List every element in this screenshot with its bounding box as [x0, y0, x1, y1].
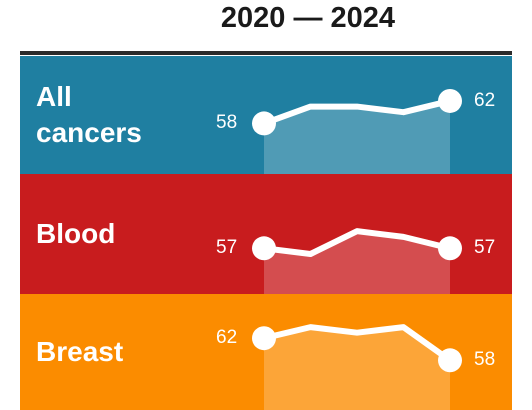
row-label-line: All	[36, 81, 72, 112]
chart-row: Blood 57 57	[20, 174, 512, 294]
chart-title: 2020 — 2024	[220, 2, 396, 34]
end-value-label: 62	[474, 90, 496, 111]
start-point-marker	[252, 236, 276, 261]
start-value-label: 58	[216, 112, 238, 133]
row-label: Blood	[36, 216, 115, 252]
end-point-marker	[438, 348, 462, 373]
row-label-line: Blood	[36, 218, 116, 249]
end-value-label: 58	[474, 349, 496, 370]
start-point-marker	[252, 326, 276, 351]
end-point-marker	[438, 236, 462, 261]
start-value-label: 57	[216, 237, 238, 258]
series-line	[263, 228, 451, 257]
row-plot	[252, 228, 462, 294]
row-plot	[252, 88, 462, 174]
series-area	[264, 327, 450, 410]
row-label: All cancers	[36, 79, 142, 151]
chart-row: Breast 62 58	[20, 294, 512, 410]
series-area	[264, 100, 450, 174]
end-value-label: 57	[474, 237, 496, 258]
row-label-line: Breast	[36, 336, 124, 367]
series-line	[263, 324, 452, 363]
series-line	[262, 98, 451, 127]
row-label-line: cancers	[36, 117, 142, 148]
start-value-label: 62	[216, 327, 238, 348]
chart-row: All cancers 58 62	[20, 56, 512, 174]
series-area	[264, 231, 450, 294]
end-point-marker	[438, 88, 462, 113]
row-plot	[252, 324, 462, 410]
header-divider	[20, 51, 512, 55]
start-point-marker	[252, 111, 276, 136]
row-label: Breast	[36, 334, 123, 370]
